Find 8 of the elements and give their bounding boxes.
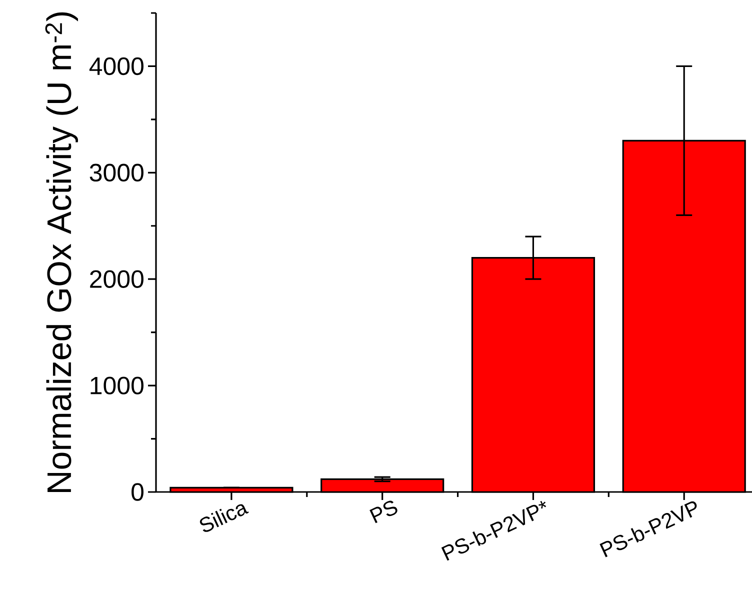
y-tick-label: 1000 (90, 376, 144, 394)
y-tick-label: 0 (132, 483, 144, 501)
x-tick-label: PS (370, 500, 398, 524)
y-axis-title: Normalized GOx Activity (U m$^{-2}$) (45, 12, 78, 492)
y-tick-label: 4000 (89, 57, 144, 76)
x-tick-label: Silica (200, 504, 249, 532)
y-tick-label: 3000 (90, 164, 144, 182)
y-tick-label: 2000 (90, 270, 144, 288)
